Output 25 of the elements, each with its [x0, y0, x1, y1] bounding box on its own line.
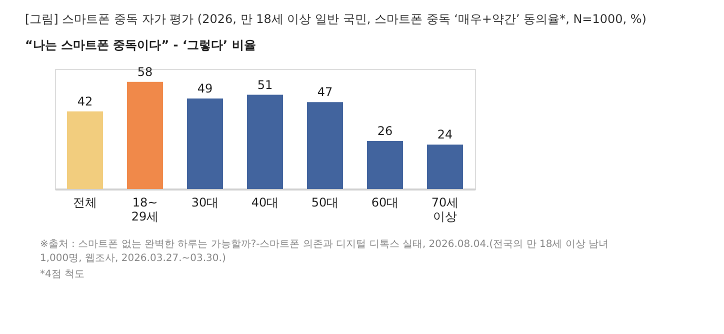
x-tick-label: 50대: [311, 196, 339, 210]
text: *4점 척도: [40, 269, 85, 280]
x-tick-label: 60대: [371, 196, 399, 210]
bar: [367, 140, 403, 189]
bar: [127, 82, 163, 189]
x-tick-label: 40대: [251, 196, 279, 210]
bar: [187, 98, 223, 189]
chart-title: [그림] 스마트폰 중독 자가 평가 (2026, 만 18세 이상 일반 국민, 스마트폰 중독 ‘매우+약간’ 동의율*, N=1000, %): [25, 12, 646, 26]
bar: [307, 102, 343, 189]
bar: [247, 94, 283, 189]
bar: [427, 144, 463, 189]
data-label: 58: [137, 64, 153, 79]
data-label: 26: [377, 124, 393, 138]
data-label: 49: [197, 81, 213, 96]
x-tick-label: 18~ 29세: [131, 196, 159, 224]
data-label: 47: [317, 85, 333, 100]
bar: [67, 111, 103, 189]
data-label: 51: [257, 78, 273, 92]
x-tick-label: 70세 이상: [431, 196, 459, 224]
text: ※출처 : 스마트폰 없는 완벽한 하루는 가능할까?-스마트폰 의존과 디지털 디톡스 실태, 2026.08.04.(전국의 만 18세 이상 남녀 1,000명, 웹조사, 2026.03.27.~03.30.): [40, 239, 609, 264]
x-tick-label: 전체: [73, 196, 97, 210]
x-tick-label: 30대: [191, 196, 219, 210]
chart-subtitle: “나는 스마트폰 중독이다” - ‘그렇다’ 비율: [25, 38, 256, 52]
data-label: 24: [437, 128, 453, 142]
data-label: 42: [77, 94, 93, 108]
